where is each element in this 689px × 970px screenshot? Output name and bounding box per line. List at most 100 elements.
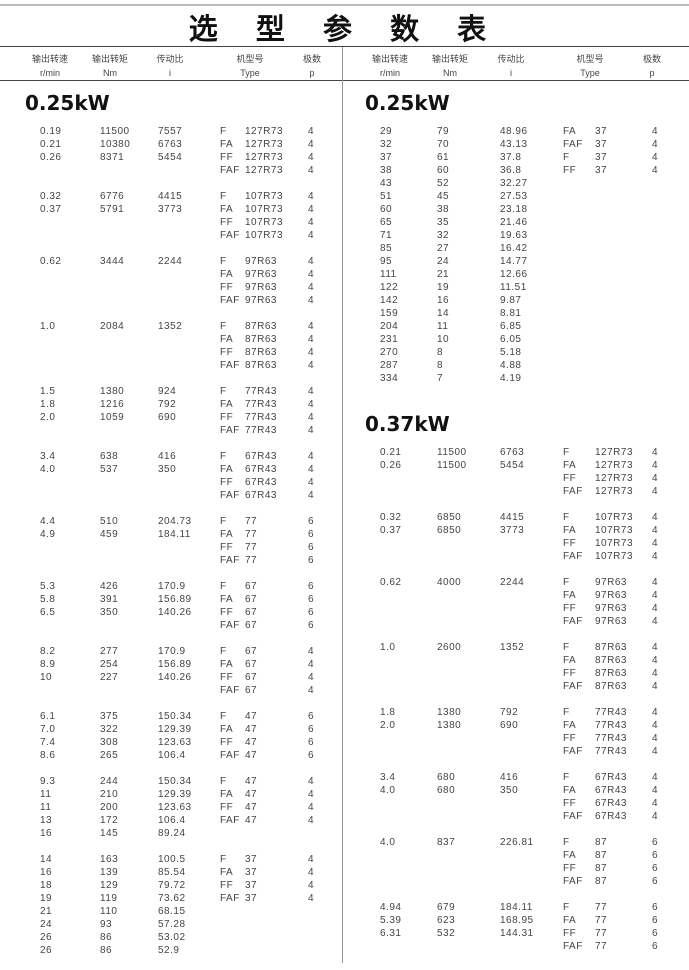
row-group: 9.3 244 150.34 F 47 4 11 210 129.39 FA 47 4 11 200 123… — [35, 775, 335, 840]
mount-type-cell: FAF — [563, 811, 583, 822]
row-group: 4.0 837 226.81 F 87 6 FA 87 6 FF 87 6 FAF 87 6 — [375, 836, 685, 888]
torque-cell: 6776 — [100, 191, 125, 202]
speed-cell: 21 — [40, 906, 53, 917]
mount-type-cell: FAF — [563, 551, 583, 562]
mount-type-cell: F — [563, 152, 570, 163]
table-row: 1.0 2600 1352 F 87R63 4 — [375, 641, 685, 654]
mount-type-cell: FAF — [220, 620, 240, 631]
ratio-cell: 106.4 — [158, 815, 186, 826]
mount-type-cell: FA — [220, 269, 234, 280]
speed-cell: 7.4 — [40, 737, 56, 748]
poles-cell: 6 — [652, 941, 659, 952]
poles-cell: 4 — [652, 772, 659, 783]
ratio-cell: 14.77 — [500, 256, 528, 267]
mount-type-cell: FF — [563, 733, 577, 744]
poles-cell: 6 — [308, 516, 315, 527]
table-row: 0.19 11500 7557 F 127R73 4 — [35, 125, 335, 138]
mount-type-cell: F — [563, 512, 570, 523]
ratio-cell: 416 — [158, 451, 177, 462]
ratio-cell: 1352 — [158, 321, 183, 332]
torque-cell: 1216 — [100, 399, 125, 410]
speed-cell: 24 — [40, 919, 53, 930]
ratio-cell: 21.46 — [500, 217, 528, 228]
model-cell: 107R73 — [245, 230, 284, 241]
table-row: FF 107R73 4 — [35, 216, 335, 229]
power-section: 0.37kW 0.21 11500 6763 F 127R73 4 0.26 11500 5454… — [365, 409, 685, 953]
torque-cell: 254 — [100, 659, 119, 670]
model-cell: 37 — [245, 893, 258, 904]
poles-cell: 4 — [308, 490, 315, 501]
ratio-cell: 19.63 — [500, 230, 528, 241]
speed-cell: 65 — [380, 217, 393, 228]
torque-cell: 680 — [437, 785, 456, 796]
row-group: 0.62 4000 2244 F 97R63 4 FA 97R63 4 FF 97R63 4 FAF 97… — [375, 576, 685, 628]
model-cell: 97R63 — [245, 295, 277, 306]
torque-cell: 19 — [437, 282, 450, 293]
torque-cell: 61 — [437, 152, 450, 163]
table-row: 8.9 254 156.89 FA 67 4 — [35, 658, 335, 671]
model-cell: 77 — [595, 941, 608, 952]
poles-cell: 4 — [308, 269, 315, 280]
poles-cell: 4 — [652, 668, 659, 679]
power-heading: 0.25kW — [365, 91, 450, 115]
mount-type-cell: FA — [220, 867, 234, 878]
speed-cell: 5.39 — [380, 915, 402, 926]
speed-cell: 2.0 — [380, 720, 396, 731]
header-speed-unit: r/min — [40, 68, 60, 78]
table-row: FAF 87R63 4 — [375, 680, 685, 693]
model-cell: 37 — [245, 867, 258, 878]
mount-type-cell: FF — [220, 542, 234, 553]
table-row: FF 67R43 4 — [35, 476, 335, 489]
mount-type-cell: FAF — [220, 425, 240, 436]
ratio-cell: 32.27 — [500, 178, 528, 189]
speed-cell: 122 — [380, 282, 399, 293]
speed-cell: 32 — [380, 139, 393, 150]
speed-cell: 60 — [380, 204, 393, 215]
model-cell: 77 — [245, 555, 258, 566]
speed-cell: 26 — [40, 945, 53, 956]
header-poles-unit: p — [309, 68, 315, 78]
table-row: 1.8 1380 792 F 77R43 4 — [375, 706, 685, 719]
header-torque-unit: Nm — [443, 68, 457, 78]
table-row: FAF 77 6 — [375, 940, 685, 953]
table-row: 9.3 244 150.34 F 47 4 — [35, 775, 335, 788]
speed-cell: 11 — [40, 802, 52, 813]
model-cell: 37 — [245, 854, 258, 865]
table-row: 4.0 837 226.81 F 87 6 — [375, 836, 685, 849]
mount-type-cell: FAF — [220, 815, 240, 826]
torque-cell: 308 — [100, 737, 119, 748]
ratio-cell: 79.72 — [158, 880, 186, 891]
poles-cell: 6 — [308, 529, 315, 540]
mount-type-cell: FF — [220, 880, 234, 891]
poles-cell: 4 — [308, 646, 315, 657]
ratio-cell: 1352 — [500, 642, 525, 653]
speed-cell: 8.9 — [40, 659, 56, 670]
model-cell: 47 — [245, 815, 258, 826]
table-row: 0.32 6776 4415 F 107R73 4 — [35, 190, 335, 203]
table-row: FF 87 6 — [375, 862, 685, 875]
power-section: 0.25kW 0.19 11500 7557 F 127R73 4 0.21 10380 6763… — [25, 88, 335, 957]
mount-type-cell: FA — [220, 529, 234, 540]
table-row: FA 87R63 4 — [375, 654, 685, 667]
speed-cell: 0.26 — [380, 460, 402, 471]
model-cell: 97R63 — [595, 603, 627, 614]
ratio-cell: 924 — [158, 386, 177, 397]
speed-cell: 16 — [40, 867, 53, 878]
table-row: FAF 107R73 4 — [375, 550, 685, 563]
model-cell: 47 — [245, 737, 258, 748]
mount-type-cell: F — [563, 642, 570, 653]
poles-cell: 4 — [652, 551, 659, 562]
mount-type-cell: F — [563, 902, 570, 913]
torque-cell: 350 — [100, 607, 119, 618]
mount-type-cell: F — [220, 386, 227, 397]
model-cell: 67R43 — [245, 490, 277, 501]
torque-cell: 679 — [437, 902, 456, 913]
mount-type-cell: F — [220, 776, 227, 787]
table-row: 0.62 4000 2244 F 97R63 4 — [375, 576, 685, 589]
mount-type-cell: FF — [220, 347, 234, 358]
speed-cell: 38 — [380, 165, 393, 176]
model-cell: 67 — [245, 581, 258, 592]
torque-cell: 227 — [100, 672, 119, 683]
speed-cell: 1.5 — [40, 386, 56, 397]
row-group: 4.94 679 184.11 F 77 6 5.39 623 168.95 FA 77 6 6.31 5… — [375, 901, 685, 953]
